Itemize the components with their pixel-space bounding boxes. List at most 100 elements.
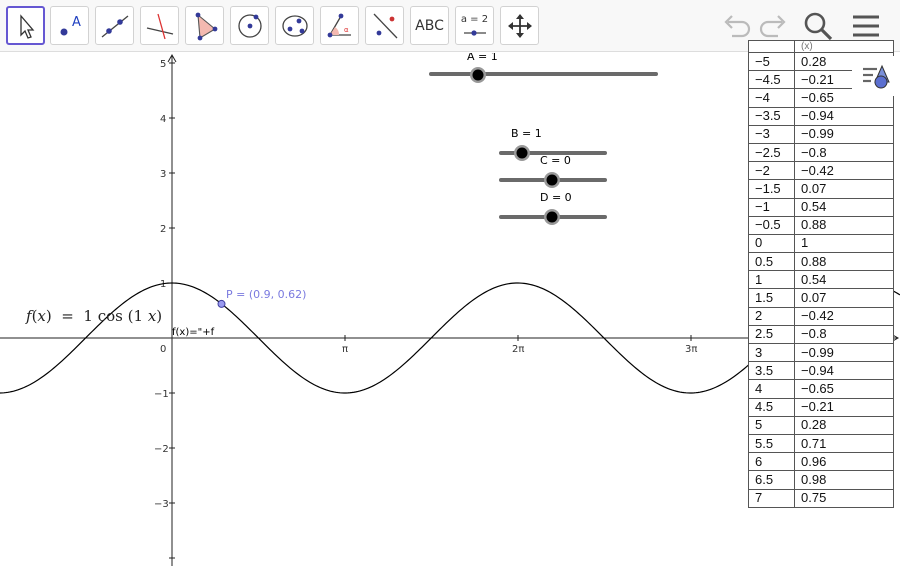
text-tool-button[interactable]: ABC xyxy=(410,6,449,45)
table-row[interactable]: 5 0.28 xyxy=(748,415,894,435)
table-cell-x[interactable]: −2.5 xyxy=(748,142,795,163)
table-cell-x[interactable]: 4 xyxy=(748,379,795,399)
slider-b-handle[interactable] xyxy=(516,147,528,159)
slider-a[interactable]: A = 1 xyxy=(429,53,658,83)
table-cell-x[interactable]: 4.5 xyxy=(748,397,795,417)
table-row[interactable]: −0.5 0.88 xyxy=(748,215,894,235)
slider-tool-button[interactable]: a = 2 xyxy=(455,6,494,45)
perpendicular-tool-button[interactable] xyxy=(140,6,179,45)
table-row[interactable]: 5.5 0.71 xyxy=(748,433,894,454)
table-cell-fx[interactable]: −0.42 xyxy=(794,161,894,181)
table-cell-x[interactable]: 1 xyxy=(748,270,795,290)
table-row[interactable]: 1 0.54 xyxy=(748,270,894,290)
table-cell-x[interactable]: 6.5 xyxy=(748,470,795,490)
table-cell-fx[interactable]: 0.07 xyxy=(794,288,894,308)
table-cell-x[interactable]: 0.5 xyxy=(748,252,795,272)
angle-tool-button[interactable]: α xyxy=(320,6,359,45)
table-cell-fx[interactable]: −0.94 xyxy=(794,361,894,381)
table-cell-fx[interactable]: 0.54 xyxy=(794,197,894,217)
table-row[interactable]: −2 −0.42 xyxy=(748,161,894,181)
move-graphics-icon xyxy=(507,13,532,38)
table-cell-x[interactable]: −4.5 xyxy=(748,70,795,90)
table-cell-fx[interactable]: −0.65 xyxy=(794,379,894,399)
table-row[interactable]: 2 −0.42 xyxy=(748,306,894,326)
table-cell-fx[interactable]: −0.94 xyxy=(794,106,894,126)
table-cell-x[interactable]: −4 xyxy=(748,88,795,108)
slider-b[interactable]: B = 1 xyxy=(499,127,607,161)
table-cell-fx[interactable]: 0.54 xyxy=(794,270,894,290)
table-cell-x[interactable]: −0.5 xyxy=(748,215,795,235)
ellipse-tool-button[interactable] xyxy=(275,6,314,45)
function-label[interactable]: f(x) = 1 cos (1 x) xyxy=(26,307,163,325)
style-bar-button[interactable] xyxy=(852,56,898,96)
table-cell-x[interactable]: −2 xyxy=(748,161,795,181)
reflect-tool-button[interactable] xyxy=(365,6,404,45)
table-row[interactable]: −3 −0.99 xyxy=(748,124,894,144)
point-tool-button[interactable]: A xyxy=(50,6,89,45)
table-cell-x[interactable]: 1.5 xyxy=(748,288,795,308)
table-cell-x[interactable]: 0 xyxy=(748,233,795,254)
move-tool-button[interactable] xyxy=(6,6,45,45)
table-cell-fx[interactable]: 0.96 xyxy=(794,452,894,472)
slider-d-handle[interactable] xyxy=(546,211,558,223)
move-graphics-tool-button[interactable] xyxy=(500,6,539,45)
table-cell-x[interactable]: 5.5 xyxy=(748,433,795,454)
table-cell-fx[interactable]: 1 xyxy=(794,233,894,254)
slider-d[interactable]: D = 0 xyxy=(499,191,607,225)
table-row[interactable]: −1 0.54 xyxy=(748,197,894,217)
table-cell-x[interactable]: 2.5 xyxy=(748,324,795,345)
table-cell-fx[interactable]: −0.42 xyxy=(794,306,894,326)
table-row[interactable]: 3.5 −0.94 xyxy=(748,361,894,381)
table-row[interactable]: −4 −0.65 xyxy=(748,88,894,108)
table-cell-fx[interactable]: −0.8 xyxy=(794,142,894,163)
table-cell-x[interactable]: −3 xyxy=(748,124,795,144)
point-p[interactable] xyxy=(217,299,226,308)
table-cell-x[interactable]: −1 xyxy=(748,197,795,217)
table-cell-fx[interactable]: 0.71 xyxy=(794,433,894,454)
line-tool-button[interactable] xyxy=(95,6,134,45)
table-row[interactable]: 7 0.75 xyxy=(748,488,894,508)
table-cell-fx[interactable]: 0.07 xyxy=(794,179,894,199)
menu-button[interactable] xyxy=(848,8,884,44)
table-row[interactable]: 3 −0.99 xyxy=(748,342,894,363)
table-cell-x[interactable]: 3.5 xyxy=(748,361,795,381)
table-cell-x[interactable]: 7 xyxy=(748,488,795,508)
table-row[interactable]: 6 0.96 xyxy=(748,452,894,472)
table-row[interactable]: 4.5 −0.21 xyxy=(748,397,894,417)
graphics-view[interactable]: π 2π 3π 4π 5 4 3 2 1 0 −1 −2 −3 A = 1 xyxy=(0,53,900,568)
table-cell-x[interactable]: −5 xyxy=(748,51,795,72)
table-row[interactable]: 1.5 0.07 xyxy=(748,288,894,308)
table-cell-fx[interactable]: −0.21 xyxy=(794,397,894,417)
table-row[interactable]: 0.5 0.88 xyxy=(748,252,894,272)
slider-a-handle[interactable] xyxy=(472,69,484,81)
polygon-tool-button[interactable] xyxy=(185,6,224,45)
slider-c[interactable]: C = 0 xyxy=(499,154,607,188)
table-row[interactable]: −1.5 0.07 xyxy=(748,179,894,199)
redo-button[interactable] xyxy=(756,8,792,44)
table-row[interactable]: 2.5 −0.8 xyxy=(748,324,894,345)
table-row[interactable]: −3.5 −0.94 xyxy=(748,106,894,126)
table-cell-fx[interactable]: 0.88 xyxy=(794,215,894,235)
table-cell-fx[interactable]: 0.98 xyxy=(794,470,894,490)
table-cell-fx[interactable]: 0.88 xyxy=(794,252,894,272)
table-row[interactable]: −2.5 −0.8 xyxy=(748,142,894,163)
search-button[interactable] xyxy=(800,8,836,44)
circle-tool-button[interactable] xyxy=(230,6,269,45)
table-cell-x[interactable]: 5 xyxy=(748,415,795,435)
table-cell-fx[interactable]: 0.28 xyxy=(794,415,894,435)
table-cell-fx[interactable]: −0.99 xyxy=(794,124,894,144)
table-cell-fx[interactable]: 0.75 xyxy=(794,488,894,508)
table-cell-x[interactable]: −1.5 xyxy=(748,179,795,199)
table-cell-x[interactable]: 6 xyxy=(748,452,795,472)
undo-button[interactable] xyxy=(718,8,754,44)
table-cell-x[interactable]: 3 xyxy=(748,342,795,363)
table-row[interactable]: 4 −0.65 xyxy=(748,379,894,399)
slider-c-handle[interactable] xyxy=(546,174,558,186)
table-cell-fx[interactable]: −0.8 xyxy=(794,324,894,345)
table-row[interactable]: 6.5 0.98 xyxy=(748,470,894,490)
table-cell-fx[interactable]: −0.99 xyxy=(794,342,894,363)
table-cell-x[interactable]: 2 xyxy=(748,306,795,326)
table-cell-x[interactable]: −3.5 xyxy=(748,106,795,126)
graphics-canvas[interactable]: π 2π 3π 4π 5 4 3 2 1 0 −1 −2 −3 A = 1 xyxy=(0,53,900,568)
